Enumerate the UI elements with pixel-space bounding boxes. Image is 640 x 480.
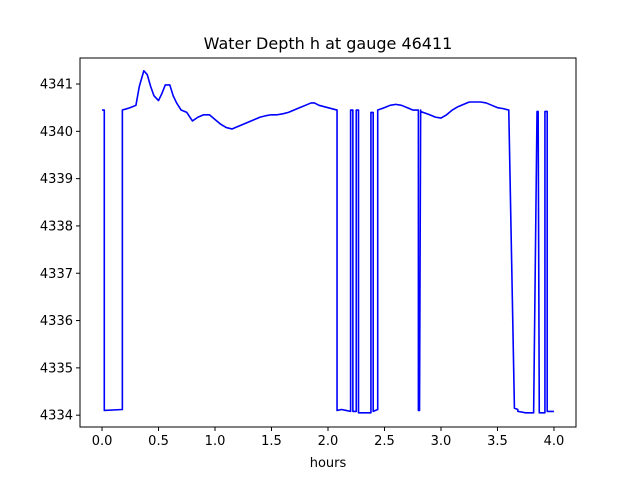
x-tick-label: 0.0 — [92, 434, 113, 449]
x-tick-label: 2.5 — [374, 434, 395, 449]
y-tick-label: 4335 — [40, 361, 73, 376]
x-tick-label: 4.0 — [544, 434, 565, 449]
x-tick-label: 1.5 — [261, 434, 282, 449]
x-tick-label: 3.0 — [431, 434, 452, 449]
y-tick-label: 4337 — [40, 267, 73, 282]
x-tick-label: 3.5 — [487, 434, 508, 449]
y-tick-label: 4336 — [40, 314, 73, 329]
x-tick-label: 2.0 — [318, 434, 339, 449]
y-tick-label: 4339 — [40, 172, 73, 187]
chart-title: Water Depth h at gauge 46411 — [204, 34, 453, 53]
y-tick-label: 4338 — [40, 219, 73, 234]
axes-frame — [79, 57, 577, 428]
x-axis-ticks: 0.0 0.5 1.0 1.5 2.0 2.5 3.0 3.5 4.0 — [92, 427, 565, 449]
x-axis-label: hours — [310, 456, 347, 471]
y-tick-label: 4340 — [40, 125, 73, 140]
y-axis-ticks: 4334 4335 4336 4337 4338 4339 4340 4341 — [40, 78, 80, 424]
x-tick-label: 1.0 — [205, 434, 226, 449]
plot-area — [102, 69, 554, 414]
series-line-0 — [102, 69, 554, 414]
y-tick-label: 4341 — [40, 78, 73, 93]
y-tick-label: 4334 — [40, 409, 73, 424]
x-tick-label: 0.5 — [148, 434, 169, 449]
